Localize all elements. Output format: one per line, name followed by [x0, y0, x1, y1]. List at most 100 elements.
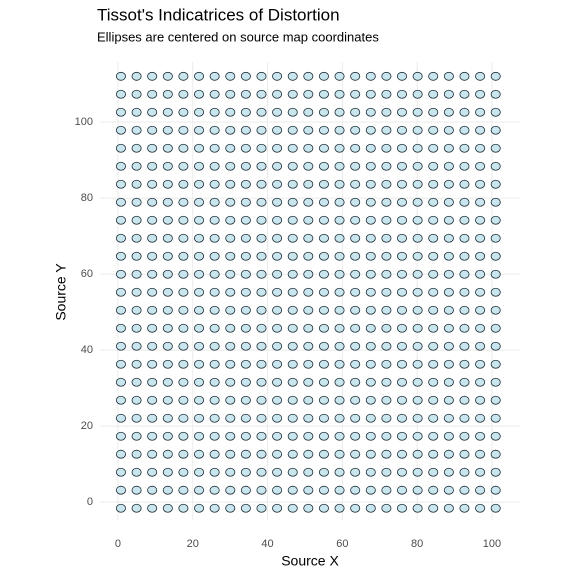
tissot-ellipse	[225, 107, 236, 117]
tissot-ellipse	[334, 233, 345, 243]
tissot-ellipse	[428, 359, 439, 369]
tissot-ellipse	[256, 107, 267, 117]
tissot-ellipse	[256, 341, 267, 351]
tissot-ellipse	[318, 395, 329, 405]
tissot-ellipse	[303, 431, 314, 441]
tissot-ellipse	[318, 251, 329, 261]
tissot-ellipse	[318, 287, 329, 297]
tissot-ellipse	[365, 71, 376, 81]
tissot-ellipse	[350, 485, 361, 495]
tissot-ellipse	[256, 305, 267, 315]
tissot-ellipse	[318, 323, 329, 333]
tissot-ellipse	[194, 431, 205, 441]
tissot-ellipse	[225, 413, 236, 423]
tissot-ellipse	[131, 251, 142, 261]
tissot-ellipse	[194, 467, 205, 477]
tissot-ellipse	[443, 125, 454, 135]
tissot-ellipse	[131, 179, 142, 189]
tissot-ellipse	[115, 287, 126, 297]
tissot-ellipse	[365, 323, 376, 333]
tissot-ellipse	[272, 143, 283, 153]
tissot-ellipse	[412, 467, 423, 477]
tissot-ellipse	[381, 485, 392, 495]
tissot-ellipse	[225, 431, 236, 441]
tissot-ellipse	[178, 215, 189, 225]
tissot-ellipse	[381, 71, 392, 81]
tissot-ellipse	[287, 251, 298, 261]
tissot-ellipse	[397, 107, 408, 117]
tissot-ellipse	[318, 467, 329, 477]
tissot-ellipse	[194, 377, 205, 387]
tissot-ellipse	[272, 341, 283, 351]
tissot-ellipse	[443, 269, 454, 279]
tissot-ellipse	[225, 395, 236, 405]
tissot-ellipse	[256, 377, 267, 387]
tissot-ellipse	[147, 305, 158, 315]
tissot-ellipse	[350, 395, 361, 405]
tissot-ellipse	[115, 107, 126, 117]
tissot-ellipse	[272, 305, 283, 315]
tissot-ellipse	[365, 233, 376, 243]
tissot-ellipse	[459, 431, 470, 441]
tissot-ellipse	[162, 503, 173, 513]
tissot-ellipse	[443, 251, 454, 261]
tissot-ellipse	[240, 503, 251, 513]
chart-title: Tissot's Indicatrices of Distortion	[97, 5, 340, 24]
tissot-ellipse	[412, 233, 423, 243]
tissot-ellipse	[381, 287, 392, 297]
tissot-ellipse	[412, 323, 423, 333]
tissot-ellipse	[334, 107, 345, 117]
tissot-ellipse	[287, 269, 298, 279]
tissot-ellipse	[162, 395, 173, 405]
tissot-ellipse	[459, 341, 470, 351]
tissot-ellipse	[475, 71, 486, 81]
tissot-ellipse	[225, 269, 236, 279]
tissot-ellipse	[350, 449, 361, 459]
tissot-ellipse	[162, 107, 173, 117]
tissot-ellipse	[240, 161, 251, 171]
tissot-ellipse	[381, 467, 392, 477]
tissot-ellipse	[443, 215, 454, 225]
tissot-ellipse	[334, 161, 345, 171]
tissot-ellipse	[225, 305, 236, 315]
tissot-ellipse	[147, 341, 158, 351]
tissot-ellipse	[490, 341, 501, 351]
tissot-ellipse	[443, 143, 454, 153]
y-tick-label: 100	[75, 116, 93, 128]
tissot-ellipse	[397, 305, 408, 315]
tissot-ellipse	[490, 143, 501, 153]
tissot-ellipse	[350, 161, 361, 171]
tissot-ellipse	[303, 305, 314, 315]
tissot-ellipse	[318, 197, 329, 207]
tissot-ellipse	[303, 359, 314, 369]
tissot-ellipse	[115, 323, 126, 333]
tissot-ellipse	[209, 323, 220, 333]
tissot-ellipse	[162, 305, 173, 315]
tissot-ellipse	[428, 161, 439, 171]
tissot-ellipse	[350, 323, 361, 333]
tissot-ellipse	[365, 197, 376, 207]
tissot-ellipse	[240, 107, 251, 117]
tissot-ellipse	[350, 269, 361, 279]
tissot-ellipse	[162, 431, 173, 441]
tissot-ellipse	[256, 323, 267, 333]
tissot-ellipse	[178, 395, 189, 405]
tissot-ellipse	[287, 341, 298, 351]
tissot-ellipse	[256, 215, 267, 225]
tissot-ellipse	[162, 251, 173, 261]
tissot-ellipse	[178, 431, 189, 441]
tissot-ellipse	[272, 413, 283, 423]
tissot-ellipse	[162, 71, 173, 81]
tissot-ellipse	[318, 125, 329, 135]
tissot-ellipse	[115, 251, 126, 261]
tissot-ellipse	[365, 503, 376, 513]
tissot-ellipse	[256, 233, 267, 243]
tissot-ellipse	[178, 197, 189, 207]
tissot-ellipse	[412, 143, 423, 153]
tissot-ellipse	[318, 485, 329, 495]
tissot-ellipse	[209, 305, 220, 315]
tissot-ellipse	[443, 377, 454, 387]
tissot-ellipse	[334, 323, 345, 333]
tissot-ellipse	[147, 413, 158, 423]
